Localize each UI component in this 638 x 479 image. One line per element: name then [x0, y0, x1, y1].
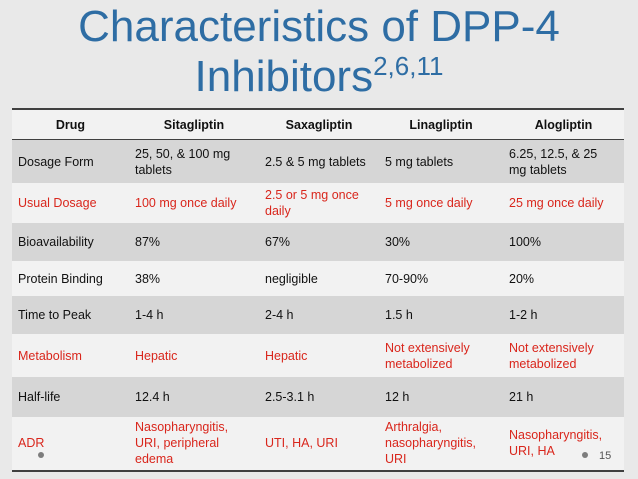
- table-cell: Hepatic: [265, 348, 308, 363]
- table-cell: Time to Peak: [18, 308, 92, 322]
- row-dosage-form: Dosage Form 25, 50, & 100 mg tablets 2.5…: [12, 139, 624, 183]
- table-cell: 25, 50, & 100 mg tablets: [135, 146, 231, 177]
- right-bullet-icon: [582, 452, 588, 458]
- row-protein-binding: Protein Binding 38% negligible 70-90% 20…: [12, 261, 624, 296]
- table-cell: 30%: [385, 235, 411, 249]
- header-sitagliptin: Sitagliptin: [129, 110, 259, 140]
- table-cell: UTI, HA, URI: [265, 436, 338, 450]
- row-half-life: Half-life 12.4 h 2.5-3.1 h 12 h 21 h: [12, 377, 624, 417]
- table-cell: 12.4 h: [135, 390, 170, 404]
- table-cell: 6.25, 12.5, & 25 mg tablets: [509, 146, 598, 177]
- row-usual-dosage: Usual Dosage 100 mg once daily 2.5 or 5 …: [12, 183, 624, 223]
- table-cell: Nasopharyngitis, URI, peripheral edema: [135, 420, 229, 466]
- table-cell: 5 mg once daily: [385, 196, 473, 210]
- table-cell: 100 mg once daily: [135, 196, 237, 210]
- table-cell: Dosage Form: [18, 154, 94, 169]
- table-cell: Not extensively metabolized: [385, 340, 470, 371]
- table-cell: 38%: [135, 271, 161, 286]
- table-cell: 1.5 h: [385, 308, 413, 322]
- table-cell: 2.5-3.1 h: [265, 390, 315, 404]
- table-cell: 1-4 h: [135, 308, 164, 322]
- table-cell: Hepatic: [135, 348, 178, 363]
- table-cell: Metabolism: [18, 348, 82, 363]
- table-cell: 67%: [265, 235, 291, 249]
- table-cell: 2-4 h: [265, 308, 294, 322]
- table-cell: 21 h: [509, 390, 534, 404]
- row-adr: ADR Nasopharyngitis, URI, peripheral ede…: [12, 417, 624, 469]
- header-alogliptin: Alogliptin: [503, 110, 624, 140]
- table-cell: 100%: [509, 235, 541, 249]
- table-cell: 2.5 or 5 mg once daily: [265, 188, 359, 218]
- table-cell: Arthralgia, nasopharyngitis, URI: [385, 420, 477, 466]
- header-saxagliptin: Saxagliptin: [259, 110, 379, 140]
- left-bullet-icon: [38, 452, 44, 458]
- header-drug: Drug: [12, 110, 129, 140]
- table-cell: 2.5 & 5 mg tablets: [265, 154, 366, 169]
- table-cell: 1-2 h: [509, 308, 538, 322]
- title-line-1: Characteristics of DPP-4: [78, 2, 560, 51]
- dpp4-table-container: Drug Sitagliptin Saxagliptin Linagliptin…: [12, 108, 624, 472]
- table-cell: 70-90%: [385, 271, 429, 286]
- slide-title: Characteristics of DPP-4 Inhibitors2,6,1…: [0, 2, 638, 102]
- table-cell: negligible: [265, 271, 318, 286]
- dpp4-characteristics-table: Drug Sitagliptin Saxagliptin Linagliptin…: [12, 110, 624, 469]
- table-cell: 5 mg tablets: [385, 154, 454, 169]
- header-linagliptin: Linagliptin: [379, 110, 503, 140]
- table-cell: Not extensively metabolized: [509, 340, 594, 371]
- table-cell: Bioavailability: [18, 235, 94, 249]
- table-cell: 87%: [135, 235, 161, 249]
- table-cell: Usual Dosage: [18, 196, 97, 210]
- table-cell: Nasopharyngitis, URI, HA: [509, 428, 603, 458]
- row-metabolism: Metabolism Hepatic Hepatic Not extensive…: [12, 334, 624, 377]
- title-references: 2,6,11: [373, 51, 444, 81]
- page-number: 15: [599, 450, 612, 462]
- row-bioavailability: Bioavailability 87% 67% 30% 100%: [12, 223, 624, 261]
- table-cell: 20%: [509, 271, 535, 286]
- table-cell: 12 h: [385, 390, 410, 404]
- table-header-row: Drug Sitagliptin Saxagliptin Linagliptin…: [12, 110, 624, 140]
- title-line-2: Inhibitors: [194, 52, 374, 101]
- row-time-to-peak: Time to Peak 1-4 h 2-4 h 1.5 h 1-2 h: [12, 296, 624, 334]
- table-cell: ADR: [18, 436, 45, 450]
- table-cell: 25 mg once daily: [509, 196, 604, 210]
- table-cell: Half-life: [18, 390, 61, 404]
- table-cell: Protein Binding: [18, 271, 103, 286]
